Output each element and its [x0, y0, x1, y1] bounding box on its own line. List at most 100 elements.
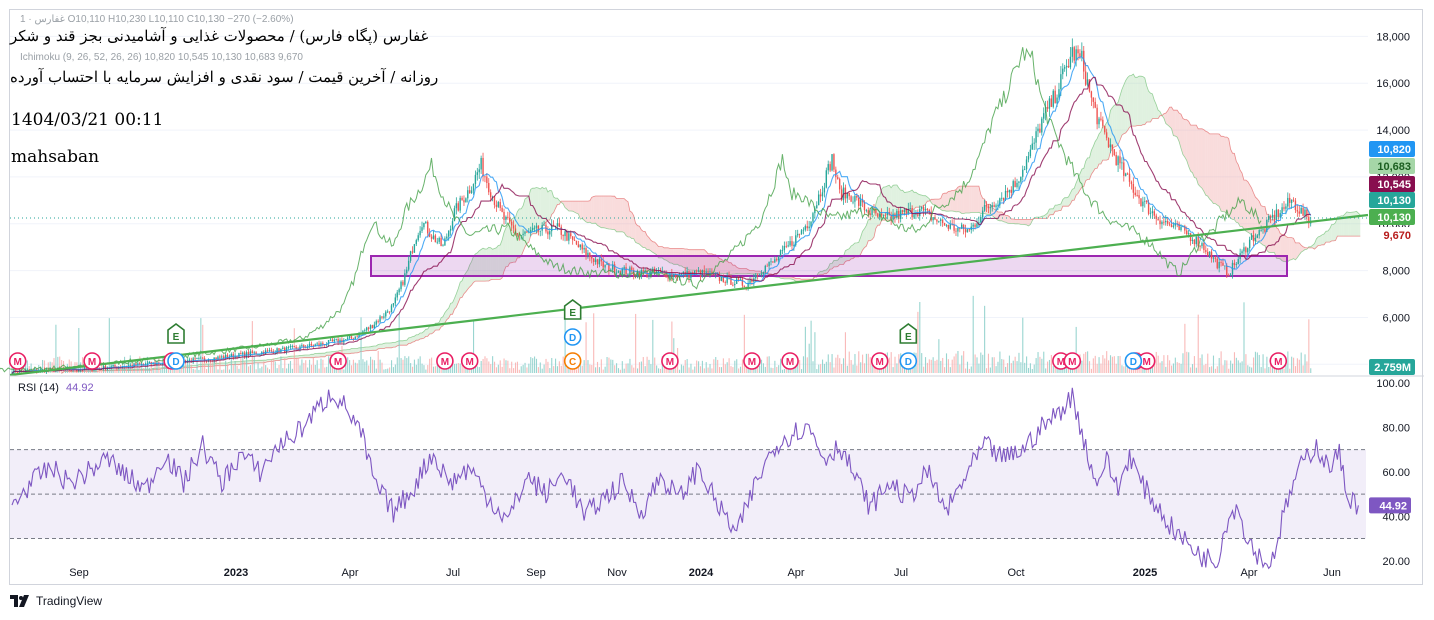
candle-body: [476, 172, 479, 175]
time-axis: Sep 2023 Apr Jul Sep Nov 2024 Apr Jul Oct 2025 Apr J…: [69, 567, 1341, 579]
candle-body: [1145, 200, 1148, 203]
marker-ring: [1063, 352, 1082, 370]
volume-bar: [1176, 362, 1178, 373]
cloud-segment: [374, 345, 377, 351]
candle-body: [509, 217, 511, 222]
overlay-title: غفارس (پگاه فارس) / محصولات غذایی و آشام…: [10, 27, 429, 45]
cloud-segment: [1112, 105, 1115, 149]
volume-bar: [701, 360, 703, 373]
candle-body: [308, 343, 311, 347]
tradingview-logo[interactable]: TradingView: [10, 594, 102, 608]
marker-letter: M: [876, 357, 884, 368]
volume-bar: [724, 364, 726, 373]
volume-bar: [545, 358, 547, 373]
volume-bar: [164, 359, 166, 373]
cloud-segment: [587, 200, 590, 223]
volume-bar: [1294, 366, 1297, 373]
candle-body: [995, 205, 997, 208]
volume-bar: [1024, 362, 1026, 373]
cloud-segment: [1289, 237, 1292, 261]
candle-body: [804, 226, 807, 230]
volume-bar: [299, 365, 301, 373]
cloud-segment: [301, 355, 304, 358]
rsi-line: [11, 387, 1359, 570]
candle-body: [406, 269, 408, 274]
candle-body: [533, 227, 536, 229]
cloud-segment: [652, 241, 655, 254]
cloud-segment: [795, 278, 798, 282]
cloud-segment: [1085, 157, 1088, 181]
volume-bar: [1228, 368, 1230, 373]
candle-body: [638, 271, 641, 278]
candle-body: [240, 353, 242, 355]
cloud-segment: [1232, 153, 1235, 220]
volume-bar: [730, 366, 732, 373]
volume-bar: [190, 364, 192, 373]
volume-bar: [431, 357, 433, 373]
cloud-segment: [1135, 77, 1138, 127]
volume-bar: [583, 360, 585, 373]
candle-body: [583, 248, 585, 250]
indicator-lines: [0, 47, 1312, 374]
volume-bar: [265, 365, 267, 373]
cloud-segment: [910, 190, 913, 212]
candle-body: [1046, 106, 1049, 109]
candle-body: [398, 289, 400, 293]
cloud-segment: [221, 363, 224, 366]
candle-body: [1269, 216, 1272, 218]
marker-ring: [1269, 352, 1288, 370]
cloud-segment: [1081, 168, 1084, 188]
candle-body: [266, 350, 269, 352]
candle-body: [1290, 199, 1293, 203]
cloud-segment: [1219, 134, 1222, 212]
cloud-segment: [1175, 110, 1178, 138]
rising-trendline[interactable]: [9, 213, 1369, 377]
cloud-segment: [1325, 230, 1328, 243]
cloud-segment: [1247, 181, 1250, 234]
cloud-segment: [391, 342, 394, 348]
price-tag: 10,683: [1369, 158, 1415, 174]
candle-body: [217, 356, 219, 360]
volume-bar: [1266, 356, 1268, 373]
candle-body: [825, 170, 828, 188]
price-tag: 10,130: [1369, 209, 1415, 225]
cloud-segment: [317, 353, 320, 358]
candle-body: [798, 233, 801, 235]
volume-bar: [1167, 355, 1169, 373]
time-tick-label: Nov: [607, 567, 627, 579]
cloud-segment: [1188, 121, 1191, 172]
volume-bar: [213, 359, 215, 373]
candle-body: [402, 281, 404, 285]
candle-body: [499, 202, 501, 208]
candle-body: [1241, 251, 1243, 254]
candle-body: [981, 210, 984, 218]
volume-bar: [1087, 351, 1089, 373]
cloud-segment: [1268, 214, 1271, 253]
volume-bar: [619, 369, 621, 373]
volume-bar: [1003, 359, 1005, 373]
candle-body: [467, 190, 469, 199]
cloud-segment: [828, 263, 831, 272]
candle-body: [1058, 89, 1060, 98]
volume-bar: [297, 358, 299, 373]
cloud-segment: [946, 191, 949, 212]
cloud-segment: [343, 349, 346, 354]
candle-body: [756, 274, 759, 276]
volume-bar: [528, 363, 530, 373]
support-zone-box[interactable]: [370, 255, 1288, 277]
cloud-segment: [835, 260, 838, 267]
candle-body: [512, 225, 515, 229]
volume-bar: [1178, 362, 1180, 373]
volume-bar: [137, 367, 139, 373]
volume-bar: [188, 357, 190, 373]
candle-body: [505, 216, 507, 220]
volume-bar: [852, 364, 854, 373]
cloud-segment: [532, 188, 535, 234]
candle-body: [1159, 220, 1161, 225]
volume-bar: [543, 364, 545, 373]
volume-bar: [1214, 368, 1216, 373]
volume-bar: [1031, 369, 1033, 373]
volume-bar: [267, 367, 269, 373]
candle-body: [896, 210, 898, 218]
